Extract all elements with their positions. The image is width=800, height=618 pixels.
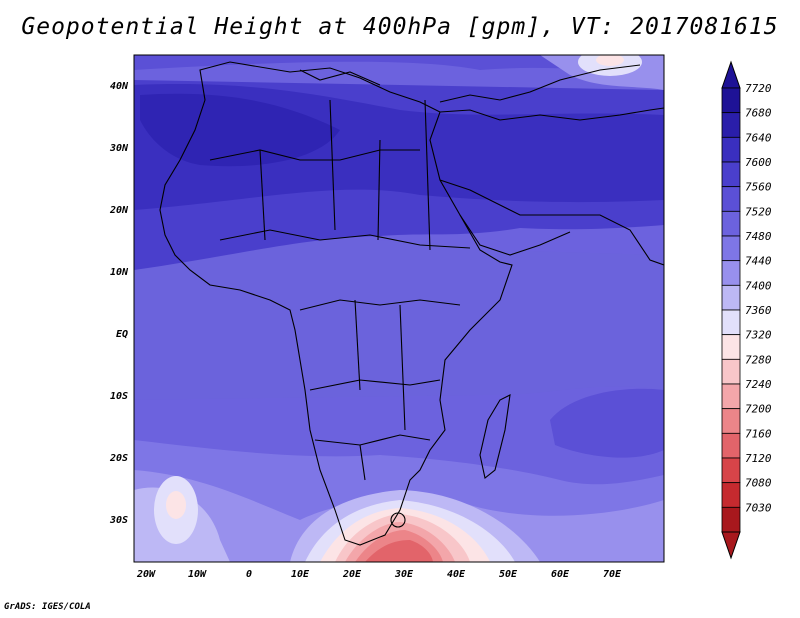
colorbar-label: 7560: [745, 181, 772, 194]
colorbar-label: 7360: [745, 304, 772, 317]
colorbar-label: 7400: [745, 279, 772, 292]
colorbar-swatch: [721, 284, 741, 311]
colorbar-label: 7160: [745, 427, 772, 440]
colorbar-label: 7030: [745, 501, 772, 514]
colorbar-label: 7520: [745, 205, 772, 218]
colorbar-swatch: [721, 186, 741, 212]
colorbar-label: 7680: [745, 107, 772, 120]
colorbar-label: 7480: [745, 230, 772, 243]
colorbar-label: 7600: [745, 156, 772, 169]
colorbar-swatch: [721, 260, 741, 286]
lon-label: 70E: [603, 569, 622, 580]
coastlines: [159, 61, 664, 546]
lon-label: 60E: [551, 569, 570, 580]
lon-label: 20E: [342, 569, 362, 580]
colorbar-top-arrow: [721, 60, 741, 89]
lat-label: 20N: [109, 205, 129, 216]
colorbar-swatch: [721, 383, 741, 410]
lon-labels: 20W 10W 0 10E 20E 30E 40E 50E 60E 70E: [136, 569, 622, 580]
lon-label: 40E: [447, 569, 466, 580]
lat-label: 30S: [109, 515, 128, 526]
colorbar-label: 7720: [745, 82, 772, 95]
lat-label: 30N: [109, 143, 129, 154]
map-frame: [133, 54, 665, 563]
colorbar-label: 7280: [745, 353, 772, 366]
colorbar-swatch: [721, 457, 741, 484]
credit-text: GrADS: IGES/COLA: [4, 602, 91, 612]
lat-label: 20S: [109, 453, 128, 464]
colorbar-label: 7240: [745, 378, 772, 391]
colorbar-swatch: [721, 136, 741, 163]
lat-labels: 40N 30N 20N 10N EQ 10S 20S 30S: [109, 81, 129, 526]
colorbar-label: 7080: [745, 477, 772, 490]
colorbar-swatch: [721, 87, 741, 114]
lat-label: 10S: [110, 391, 128, 402]
colorbar-label: 7440: [745, 255, 772, 268]
lon-label: 10E: [291, 569, 310, 580]
lon-label: 30E: [394, 569, 414, 580]
chart-title: Geopotential Height at 400hPa [gpm], VT:…: [21, 14, 779, 40]
lat-label: 10N: [110, 267, 129, 278]
colorbar-swatch: [721, 309, 741, 336]
colorbar-label: 7120: [745, 452, 772, 465]
colorbar-swatch: [721, 408, 741, 434]
lon-label: 20W: [136, 569, 156, 580]
colorbar-swatch: [721, 358, 741, 385]
lon-label: 50E: [499, 569, 518, 580]
lon-label: 10W: [188, 569, 207, 580]
colorbar-label: 7200: [745, 403, 772, 416]
shaded-field: [134, 55, 664, 562]
colorbar: 7720 7680 7640 7600 7560 7520 7480 7440 7400 7360…: [721, 60, 772, 560]
lat-label: EQ: [116, 329, 128, 340]
lat-label: 40N: [110, 81, 129, 92]
colorbar-swatch: [721, 210, 741, 237]
colorbar-swatch: [721, 482, 741, 508]
colorbar-swatch: [721, 235, 741, 262]
lon-label: 0: [246, 569, 252, 580]
colorbar-label: 7320: [745, 329, 772, 342]
colorbar-label: 7640: [745, 131, 772, 144]
colorbar-swatch: [721, 334, 741, 360]
colorbar-swatch: [721, 112, 741, 138]
colorbar-swatch: [721, 161, 741, 188]
colorbar-swatch: [721, 432, 741, 459]
colorbar-bottom-arrow: [721, 531, 741, 560]
colorbar-swatch: [721, 506, 741, 533]
